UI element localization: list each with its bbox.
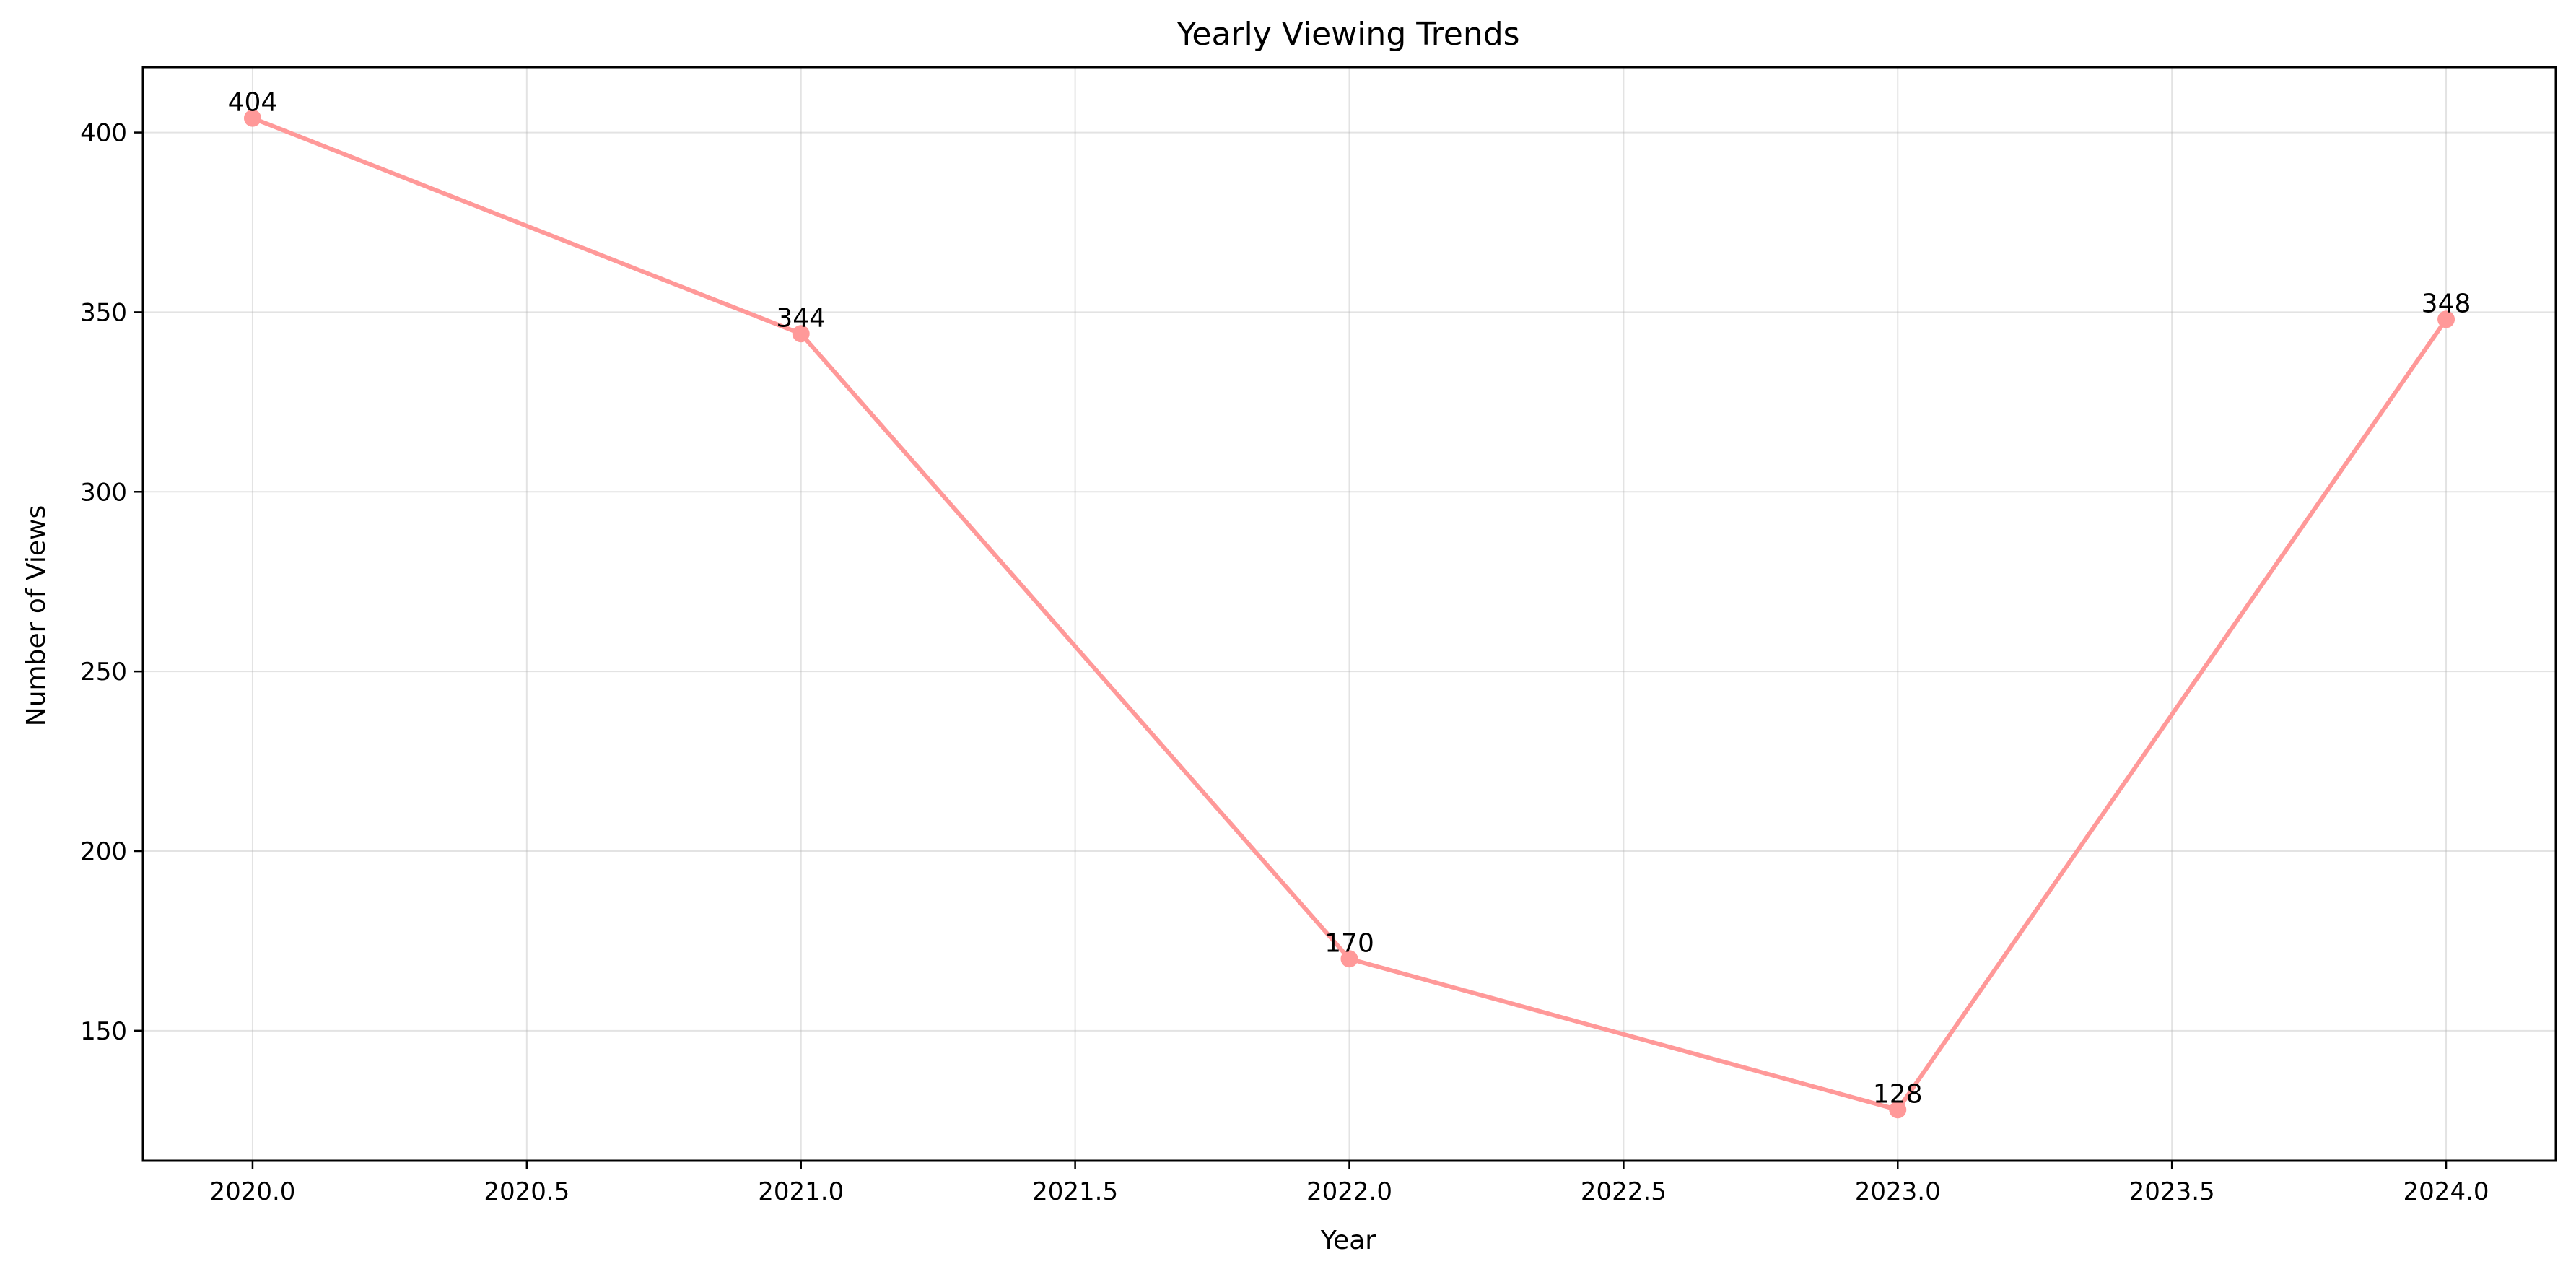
data-point: [1889, 1101, 1907, 1119]
data-label: 170: [1324, 928, 1374, 958]
y-tick-label: 200: [80, 837, 127, 866]
x-tick-label: 2020.5: [484, 1177, 569, 1206]
data-point: [243, 109, 261, 127]
x-axis-label: Year: [1320, 1226, 1376, 1255]
data-label: 404: [228, 88, 278, 118]
x-tick-label: 2021.5: [1032, 1177, 1118, 1206]
x-tick-label: 2022.0: [1306, 1177, 1392, 1206]
data-label: 344: [776, 303, 826, 333]
data-label: 348: [2422, 289, 2471, 318]
data-point: [2437, 310, 2455, 328]
x-tick-label: 2023.5: [2129, 1177, 2215, 1206]
axis-ticks: 2020.0 2020.5 2021.0 2021.5 2022.0 2022.5 2023…: [80, 119, 2489, 1206]
grid-lines: [143, 67, 2556, 1161]
series-layer: [243, 109, 2455, 1119]
y-tick-label: 300: [80, 478, 127, 507]
data-labels: 404 344 170 128 348: [228, 88, 2471, 1110]
data-point: [792, 325, 810, 343]
x-tick-label: 2020.0: [209, 1177, 295, 1206]
y-tick-label: 350: [80, 298, 127, 327]
y-axis-label: Number of Views: [22, 505, 51, 726]
y-tick-label: 250: [80, 658, 127, 687]
x-tick-label: 2022.5: [1581, 1177, 1667, 1206]
x-tick-label: 2021.0: [758, 1177, 844, 1206]
data-label: 128: [1873, 1079, 1923, 1109]
y-tick-label: 150: [80, 1017, 127, 1046]
data-point: [1340, 950, 1358, 968]
chart-title: Yearly Viewing Trends: [1176, 16, 1519, 53]
x-tick-label: 2024.0: [2403, 1177, 2489, 1206]
x-tick-label: 2023.0: [1855, 1177, 1941, 1206]
y-tick-label: 400: [80, 119, 127, 148]
